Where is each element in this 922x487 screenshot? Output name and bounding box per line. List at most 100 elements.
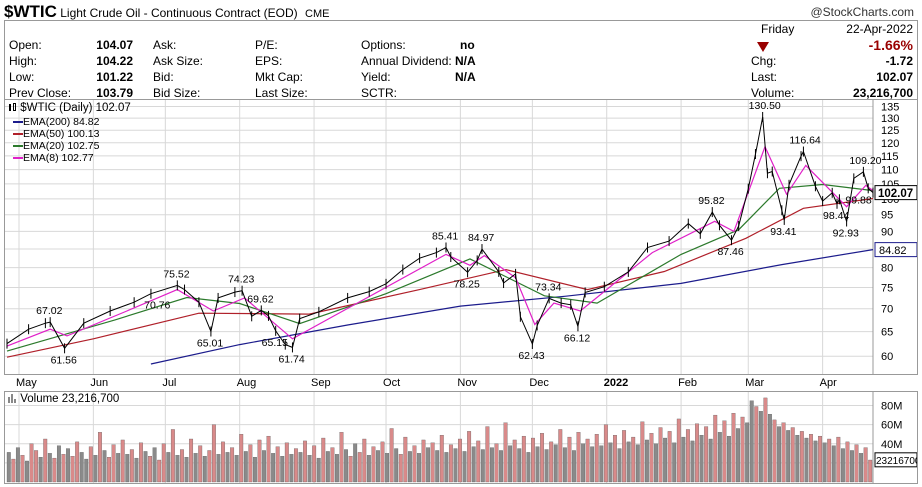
volume-bar <box>572 450 576 483</box>
price-annotation: 130.50 <box>749 100 781 112</box>
volume-bar <box>553 444 558 483</box>
volume-bar <box>489 447 494 483</box>
volume-bar <box>211 424 216 483</box>
volume-bar <box>344 449 348 483</box>
volume-bar <box>366 455 371 483</box>
volume-bar <box>763 397 768 483</box>
yield-label: Yield: <box>361 70 391 84</box>
price-annotation: 109.20 <box>849 155 881 167</box>
volume-bar <box>672 442 677 483</box>
volume-bar <box>271 453 276 483</box>
volume-bar <box>56 445 61 483</box>
volume-bar <box>781 422 786 483</box>
volume-bar <box>225 452 230 483</box>
volume-bar <box>521 435 526 483</box>
price-chart[interactable]: 6065707580859095100105110115120125130135… <box>5 100 917 374</box>
quote-date: 22-Apr-2022 <box>846 22 913 36</box>
volume-bar <box>394 448 399 483</box>
volume-bar <box>29 443 34 483</box>
volume-bar <box>148 456 153 483</box>
volume-bar <box>626 441 631 483</box>
volume-bar <box>444 452 449 483</box>
ema50-swatch <box>13 133 23 136</box>
volume-bar <box>47 453 52 483</box>
y-tick-label: 120 <box>881 138 899 150</box>
volume-bar <box>585 438 590 483</box>
volume-bar <box>143 451 148 483</box>
ema200-line <box>150 249 874 365</box>
volume-bar <box>348 456 353 483</box>
volume-bar <box>280 456 285 483</box>
volume-bar <box>485 426 490 483</box>
volume-bar <box>726 435 731 483</box>
volume-bar <box>635 444 640 483</box>
volume-bar <box>357 452 362 483</box>
last-label: Last: <box>751 70 778 84</box>
volume-bar <box>850 450 854 483</box>
volume-bar <box>75 441 80 483</box>
instrument-name: Light Crude Oil - Continuous Contract (E… <box>60 6 298 20</box>
volume-bar <box>330 447 335 483</box>
volume-bar <box>102 450 107 483</box>
volume-legend: Volume 23,216,700 <box>8 393 119 405</box>
open-value: 104.07 <box>96 38 133 52</box>
price-annotation: 95.82 <box>698 195 724 207</box>
volume-bar <box>38 457 43 483</box>
volume-bar <box>202 456 207 483</box>
eps-label: EPS: <box>255 54 283 68</box>
volume-bar <box>88 446 93 483</box>
volume-bar <box>239 434 244 483</box>
volume-bar <box>845 441 850 483</box>
volume-bar <box>435 450 440 483</box>
low-value: 101.22 <box>96 70 133 84</box>
x-tick-label: Dec <box>529 377 549 389</box>
volume-bar <box>120 439 125 483</box>
volume-bar <box>376 450 380 483</box>
change-percent: -1.66% <box>868 37 913 53</box>
volume-bar <box>84 458 89 483</box>
last-volume-box <box>874 452 917 468</box>
volume-bar <box>389 428 394 483</box>
x-tick-label: May <box>16 377 37 389</box>
volume-bar <box>799 431 804 483</box>
volume-bar <box>722 420 727 483</box>
x-tick-label: Feb <box>678 377 697 389</box>
volume-bar <box>804 437 809 483</box>
ema50-line <box>6 197 874 358</box>
price-annotation: 85.41 <box>432 230 458 242</box>
ema200-swatch <box>13 121 23 124</box>
ema8-legend: EMA(8) 102.77 <box>13 152 94 164</box>
volume-bar <box>262 450 266 483</box>
high-value: 104.22 <box>96 54 133 68</box>
volume-bar <box>15 447 20 483</box>
volume-bar <box>284 442 289 483</box>
volume-bar <box>517 448 522 483</box>
change-value: -1.72 <box>885 54 913 68</box>
volume-bar <box>412 445 417 483</box>
volume-bar <box>421 439 426 483</box>
volume-bar <box>61 454 66 483</box>
bid-label: Bid: <box>153 70 174 84</box>
volume-bar <box>398 454 403 483</box>
volume-bar <box>640 421 645 483</box>
brand-logo[interactable]: @StockCharts.com <box>810 5 914 19</box>
volume-bar <box>713 414 718 483</box>
yield-value: N/A <box>455 70 476 84</box>
volume-bar <box>499 450 503 483</box>
volume-bar <box>93 455 98 483</box>
volume-bar <box>649 433 654 483</box>
x-tick-label: Jun <box>90 377 108 389</box>
volume-bar <box>248 444 253 483</box>
volume-bar <box>43 438 48 483</box>
volume-bar <box>531 437 535 483</box>
volume-bar <box>66 448 70 483</box>
volume-bar <box>736 428 740 483</box>
price-annotation: 65.01 <box>197 338 223 350</box>
volume-bar <box>754 406 759 483</box>
volume-chart[interactable]: 80M60M40M20M23216700 <box>5 392 917 483</box>
volume-bar <box>749 400 754 483</box>
volume-bar <box>252 457 257 483</box>
volume-bar <box>681 436 686 483</box>
volume-bar <box>458 438 462 483</box>
price-annotation: 116.64 <box>789 135 820 147</box>
